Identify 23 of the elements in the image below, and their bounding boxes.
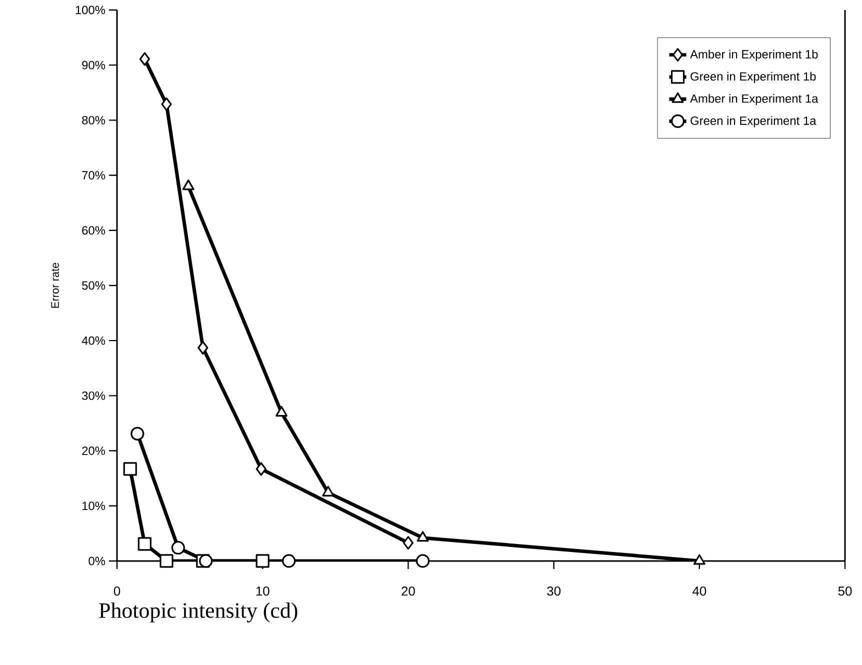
y-tick-label: 40% [82, 336, 106, 345]
y-tick-label: 70% [82, 171, 106, 180]
y-tick-label: 20% [82, 446, 106, 456]
x-axis-title: Photopic intensity (cd) [99, 602, 298, 622]
legend-label: Amber in Experiment 1b [690, 50, 818, 61]
legend-label: Green in Experiment 1a [690, 116, 816, 128]
y-tick-label: 90% [82, 60, 106, 70]
x-tick-label: 50 [838, 586, 852, 596]
y-tick-label: 100% [76, 6, 106, 14]
y-tick-label: 50% [82, 281, 106, 290]
x-tick-label: 0 [114, 586, 120, 596]
y-axis-title: Error rate [51, 262, 59, 308]
x-tick-label: 30 [547, 586, 561, 596]
y-tick-label: 80% [82, 116, 106, 124]
y-tick-label: 10% [82, 502, 106, 510]
y-tick-label: 30% [82, 391, 106, 400]
legend-label: Green in Experiment 1b [690, 72, 816, 84]
x-tick-label: 10 [256, 586, 270, 596]
legend-label: Amber in Experiment 1a [690, 94, 818, 106]
x-tick-label: 40 [692, 586, 706, 596]
y-tick-label: 60% [82, 226, 106, 235]
y-tick-label: 0% [88, 556, 106, 566]
x-tick-label: 20 [402, 586, 415, 596]
